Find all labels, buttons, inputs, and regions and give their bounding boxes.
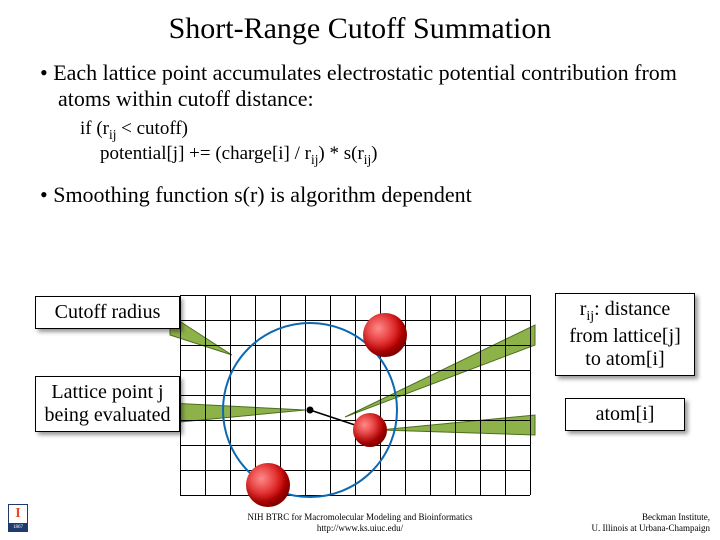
callout-text: atom[i]: [596, 403, 655, 425]
lattice-point-marker: [307, 407, 314, 414]
code-text: ): [371, 143, 377, 164]
code-text: potential[j] += (charge[i] / r: [100, 143, 311, 164]
pseudocode-line-1: if (rij < cutoff): [80, 118, 720, 143]
atom-marker: [246, 463, 290, 507]
footer-right-line2: U. Illinois at Urbana-Champaign: [592, 523, 710, 534]
code-text: ) * s(r: [318, 143, 363, 164]
callout-atom-i: atom[i]: [565, 398, 685, 431]
illinois-logo-year: 1867: [8, 524, 28, 532]
atom-marker: [353, 413, 387, 447]
pseudocode-line-2: potential[j] += (charge[i] / rij) * s(ri…: [100, 143, 720, 168]
callout-text: from lattice[j]: [569, 325, 681, 347]
footer-right-line1: Beckman Institute,: [592, 512, 710, 523]
bullet-1: Each lattice point accumulates electrost…: [40, 60, 690, 112]
callout-text: rij: distance: [580, 298, 671, 320]
callout-lattice-point: Lattice point j being evaluated: [35, 376, 180, 432]
callout-text: Lattice point j being evaluated: [44, 381, 170, 426]
bullet-2: Smoothing function s(r) is algorithm dep…: [40, 182, 690, 208]
cutoff-diagram: [180, 295, 520, 495]
footer-center-line1: NIH BTRC for Macromolecular Modeling and…: [248, 512, 473, 523]
slide-title: Short-Range Cutoff Summation: [0, 0, 720, 46]
footer-center-line2: http://www.ks.uiuc.edu/: [248, 523, 473, 534]
callout-cutoff-radius: Cutoff radius: [35, 296, 180, 329]
illinois-logo-i: I: [8, 504, 28, 524]
footer-right: Beckman Institute, U. Illinois at Urbana…: [592, 512, 710, 534]
code-text: if (r: [80, 118, 109, 139]
callout-text: to atom[i]: [585, 348, 664, 370]
callout-text: Cutoff radius: [55, 301, 161, 323]
footer-center: NIH BTRC for Macromolecular Modeling and…: [248, 512, 473, 534]
callout-rij-distance: rij: distance from lattice[j] to atom[i]: [555, 293, 695, 376]
illinois-logo: I 1867: [8, 504, 28, 534]
code-text: < cutoff): [116, 118, 188, 139]
atom-marker: [363, 313, 407, 357]
